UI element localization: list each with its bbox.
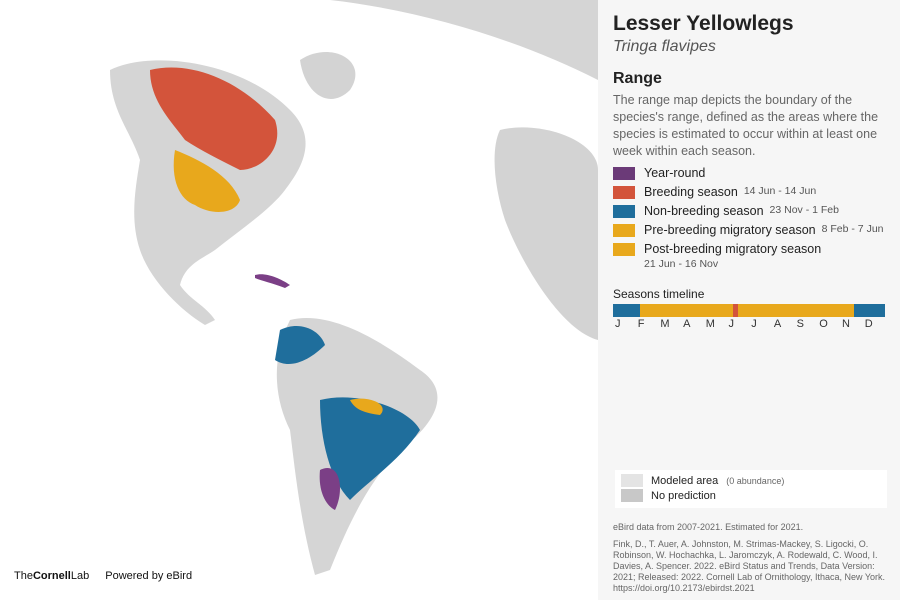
timeline-heading: Seasons timeline [613,287,705,301]
swatch [613,243,635,256]
description: The range map depicts the boundary of th… [613,93,879,158]
timeline-bar [613,304,885,317]
month-label: D [864,318,873,330]
swatch [613,186,635,199]
legend-item: Breeding season 14 Jun - 14 Jun [613,185,886,199]
legend-dates: 8 Feb - 7 Jun [821,223,884,235]
europe-africa [494,127,598,340]
side-panel: Lesser Yellowlegs Tringa flavipes Range … [598,0,900,600]
month-label: J [751,318,757,330]
map-legend-label: Modeled area [651,474,719,487]
legend-label: Pre-breeding migratory season [644,223,816,237]
title: Lesser Yellowlegs [613,12,794,35]
month-label: F [637,318,645,330]
legend-label: Breeding season [644,185,738,199]
year-round-range [319,468,340,510]
swatch [621,474,643,487]
timeline-segment [738,304,854,317]
month-label: J [615,318,621,330]
subtitle: Tringa flavipes [613,38,716,55]
month-label: A [773,318,782,330]
cornell-logo[interactable]: TheCornellLab [14,570,89,582]
month-label: O [819,318,828,330]
legend-item: Post-breeding migratory season 21 Jun - 1… [613,242,886,270]
month-label: M [660,318,670,330]
legend: Year-round Breeding season 14 Jun - 14 Ju… [613,166,886,270]
timeline-segment [854,304,885,317]
map-legend: Modeled area (0 abundance) No prediction [615,470,887,508]
timeline-segment [733,304,738,317]
footer: eBird data from 2007-2021. Estimated for… [613,522,888,594]
month-label: A [683,318,691,330]
migration-range [350,398,383,415]
legend-dates: 14 Jun - 14 Jun [743,185,817,197]
section-heading: Range [613,70,662,87]
map-legend-note: (0 abundance) [726,475,785,486]
map [0,0,598,600]
ocean [0,0,598,600]
legend-dates: 21 Jun - 16 Nov [644,258,719,270]
year-round-range [255,274,290,288]
logo-text: The [14,570,33,582]
legend-item: Year-round [613,166,886,180]
greenland [300,51,356,99]
timeline-segment [640,304,733,317]
legend-label: Year-round [644,166,706,180]
month-label: N [842,318,850,330]
map-legend-item: Modeled area (0 abundance) [621,473,887,488]
map-legend-label: No prediction [651,489,716,502]
timeline-segment [613,304,640,317]
legend-item: Non-breeding season 23 Nov - 1 Feb [613,204,886,218]
arctic [330,0,598,80]
legend-dates: 23 Nov - 1 Feb [769,204,839,216]
month-label: S [796,318,804,330]
logo-text: Lab [70,570,90,582]
map-legend-item: No prediction [621,488,887,503]
migration-range [173,150,240,212]
ebird-logo[interactable]: Powered by eBird [105,570,193,582]
logos: TheCornellLab Powered by eBird [14,570,192,582]
breeding-range [150,67,278,170]
swatch [621,489,643,502]
nonbreeding-range [275,325,325,365]
citation: Fink, D., T. Auer, A. Johnston, M. Strim… [613,539,886,593]
swatch [613,205,635,218]
legend-label: Post-breeding migratory season [644,242,822,256]
month-label: J [728,318,735,330]
nonbreeding-range [320,397,420,500]
month-label: M [705,318,715,330]
swatch [613,167,635,180]
legend-label: Non-breeding season [644,204,764,218]
swatch [613,224,635,237]
legend-item: Pre-breeding migratory season 8 Feb - 7 J… [613,223,886,237]
data-note: eBird data from 2007-2021. Estimated for… [613,522,804,532]
logo-text: Cornell [32,570,71,582]
